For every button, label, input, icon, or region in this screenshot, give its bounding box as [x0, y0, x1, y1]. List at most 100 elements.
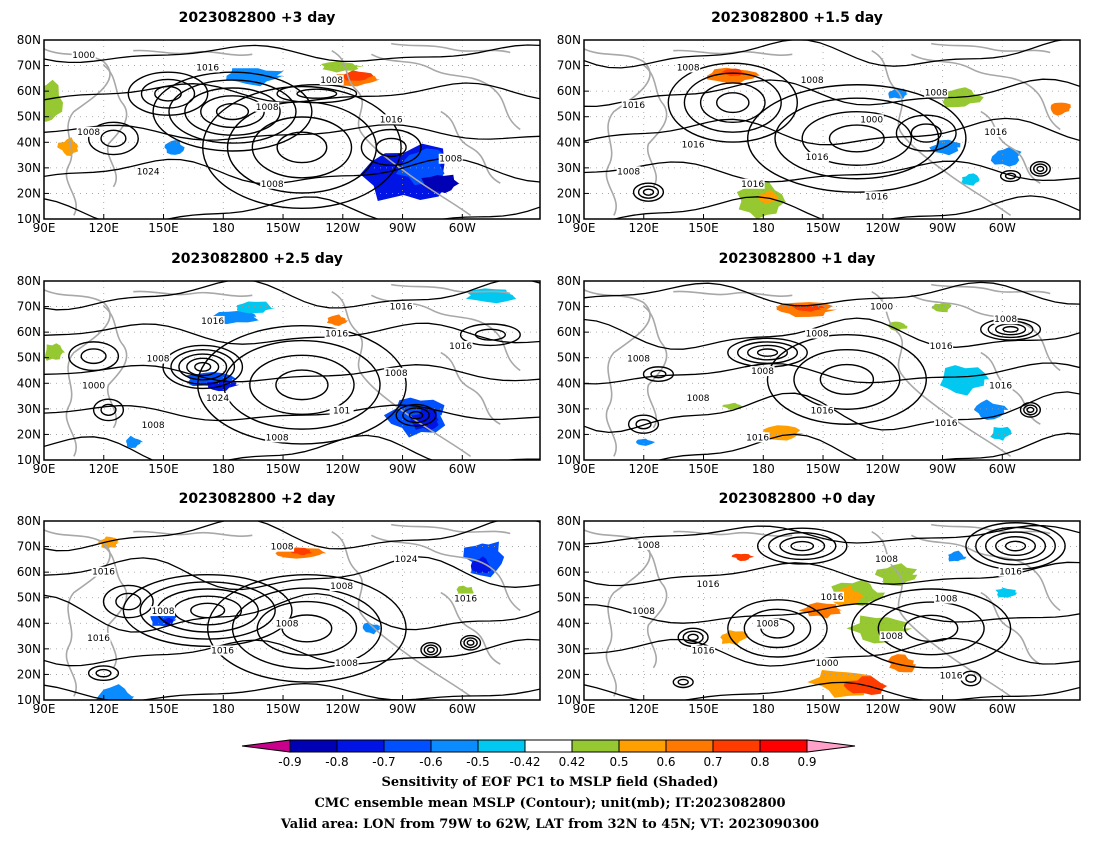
label-bg: [621, 100, 646, 111]
isobar: [44, 364, 540, 383]
y-tick-label: 30N: [17, 161, 41, 175]
coastline: [440, 351, 501, 425]
sensitivity-shading: [948, 550, 967, 562]
panel-title: 2023082800 +2 day: [179, 491, 336, 507]
caption-line-1: Sensitivity of EOF PC1 to MSLP field (Sh…: [381, 775, 719, 790]
coastline: [643, 545, 668, 669]
x-tick-label: 180: [752, 702, 775, 716]
contour-label: 1016: [865, 192, 888, 202]
isobar-ring: [851, 588, 1012, 669]
x-tick-label: 90W: [929, 462, 956, 476]
label-bg: [869, 301, 894, 312]
x-tick-label: 120E: [89, 462, 120, 476]
isobar-ring: [747, 84, 967, 193]
y-tick-label: 20N: [557, 186, 581, 200]
coastline: [391, 42, 511, 54]
colorbar-tick-label: 0.8: [750, 755, 769, 769]
y-tick-label: 50N: [17, 110, 41, 124]
isobar-ring: [975, 526, 1056, 566]
coastline: [931, 523, 1051, 535]
contour-label: 1016: [746, 433, 769, 443]
panel-title: 2023082800 +1 day: [719, 251, 876, 267]
y-tick-label: 50N: [557, 351, 581, 365]
contour-label: 1016: [201, 317, 224, 327]
colorbar-tick-label: -0.7: [372, 755, 395, 769]
contour-label: 1008: [756, 620, 779, 630]
colorbar-box: [524, 739, 573, 753]
isobar-ring: [1004, 172, 1017, 180]
x-tick-label: 180: [212, 462, 235, 476]
isobar-ring: [801, 110, 913, 166]
colorbar-tick-label: 0.5: [609, 755, 628, 769]
label-bg: [141, 419, 166, 430]
contour-label: 1008: [751, 367, 774, 377]
isobar-ring: [276, 83, 358, 104]
label-bg: [86, 632, 111, 643]
label-bg: [820, 591, 844, 602]
isobar-ring: [635, 419, 652, 430]
isobar: [584, 362, 1080, 385]
isobar: [44, 123, 540, 141]
contour-label: 1008: [637, 541, 660, 551]
y-tick-label: 60N: [557, 565, 581, 579]
x-tick-label: 150W: [266, 462, 301, 476]
isobar-ring: [1029, 160, 1051, 177]
isobar: [44, 682, 540, 700]
y-tick-label: 10N: [557, 693, 581, 707]
colorbar-box: [289, 739, 338, 753]
isobar-ring: [642, 366, 674, 382]
sensitivity-shading: [758, 190, 779, 205]
sensitivity-shading: [888, 88, 908, 99]
coastline: [584, 529, 651, 697]
x-tick-label: 90E: [573, 462, 596, 476]
isobar-ring: [173, 595, 243, 626]
x-tick-label: 150W: [266, 702, 301, 716]
isobar: [44, 638, 540, 667]
y-tick-label: 70N: [557, 59, 581, 73]
x-tick-label: 180: [752, 221, 775, 235]
isobar-ring: [115, 592, 142, 611]
isobar-ring: [637, 185, 660, 199]
isobar-ring: [140, 78, 196, 109]
contour-label: 1008: [677, 63, 700, 73]
label-bg: [616, 166, 641, 177]
y-tick-label: 20N: [557, 427, 581, 441]
y-tick-label: 70N: [17, 540, 41, 554]
isobar-ring: [139, 581, 276, 640]
colorbar-tick-label: -0.6: [419, 755, 442, 769]
isobar-ring: [642, 188, 655, 196]
label-bg: [755, 618, 780, 629]
coastline: [871, 290, 1012, 458]
y-tick-label: 80N: [17, 274, 41, 288]
isobar-ring: [756, 348, 779, 357]
x-tick-label: 150W: [806, 702, 841, 716]
x-tick-label: 180: [212, 221, 235, 235]
contour-label: 1016: [454, 595, 477, 605]
colorbar-tick-label: -0.9: [278, 755, 301, 769]
isobar-ring: [1033, 163, 1048, 175]
contour-label: 1008: [801, 76, 824, 86]
x-tick-label: 90E: [573, 221, 596, 235]
isobar-ring: [87, 121, 139, 156]
isobar-ring: [87, 665, 120, 682]
label-bg: [934, 593, 959, 604]
panel-frame: [43, 280, 541, 461]
contour-label: 1000: [816, 659, 839, 669]
isobar-ring: [790, 540, 815, 552]
label-bg: [81, 380, 106, 391]
coastline: [331, 290, 472, 458]
x-tick-label: 90E: [33, 462, 56, 476]
x-tick-label: 60W: [449, 462, 476, 476]
y-tick-label: 80N: [557, 514, 581, 528]
isobar-ring: [296, 88, 338, 99]
isobar-ring: [360, 128, 422, 166]
contour-label: 1008: [266, 433, 289, 443]
isobar-ring: [408, 410, 424, 420]
y-tick-label: 10N: [557, 212, 581, 226]
isobar-ring: [459, 323, 521, 347]
y-tick-label: 20N: [557, 667, 581, 681]
panel-title: 2023082800 +2.5 day: [171, 251, 343, 267]
caption-line-3: Valid area: LON from 79W to 62W, LAT fro…: [280, 817, 820, 832]
sensitivity-shading: [731, 553, 755, 561]
label-bg: [453, 593, 478, 604]
